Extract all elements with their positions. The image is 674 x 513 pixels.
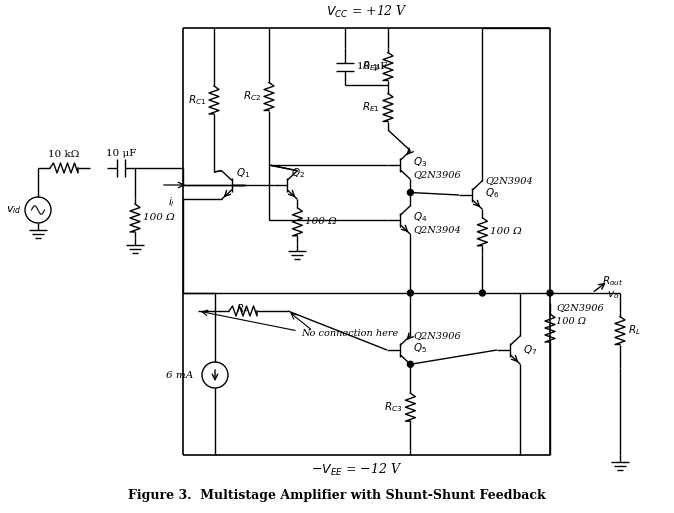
Text: $Q_3$: $Q_3$ xyxy=(413,155,427,169)
Text: $Q_1$: $Q_1$ xyxy=(236,166,250,180)
Text: $Q_7$: $Q_7$ xyxy=(524,343,538,357)
Text: $R_{C3}$: $R_{C3}$ xyxy=(384,400,402,414)
Text: $v_o$: $v_o$ xyxy=(607,289,619,301)
Text: $R_{out}$: $R_{out}$ xyxy=(602,274,623,288)
Text: Q2N3906: Q2N3906 xyxy=(413,170,461,180)
Text: $Q_6$: $Q_6$ xyxy=(485,186,499,200)
Circle shape xyxy=(547,290,553,296)
Text: 100 Ω: 100 Ω xyxy=(305,218,337,226)
Text: 10 μF: 10 μF xyxy=(357,62,388,71)
Text: 10 kΩ: 10 kΩ xyxy=(49,150,80,159)
Circle shape xyxy=(479,290,485,296)
Text: $R_L$: $R_L$ xyxy=(628,324,641,338)
Text: $Q_4$: $Q_4$ xyxy=(413,210,428,224)
Text: $V_{CC}$ = +12 V: $V_{CC}$ = +12 V xyxy=(326,4,408,20)
Text: $-V_{EE}$ = −12 V: $-V_{EE}$ = −12 V xyxy=(311,462,402,478)
Text: 100 Ω: 100 Ω xyxy=(491,227,522,236)
Text: No connection here: No connection here xyxy=(301,328,398,338)
Text: $R_F$: $R_F$ xyxy=(237,302,250,316)
Text: Q2N3904: Q2N3904 xyxy=(485,176,533,186)
Text: $Q_2$: $Q_2$ xyxy=(291,166,305,180)
Text: $R_{E1}$: $R_{E1}$ xyxy=(362,101,380,114)
Circle shape xyxy=(407,290,413,296)
Circle shape xyxy=(407,189,413,195)
Text: 100 Ω: 100 Ω xyxy=(556,317,586,326)
Text: Q2N3906: Q2N3906 xyxy=(413,331,461,341)
Circle shape xyxy=(407,361,413,367)
Text: 6 mA: 6 mA xyxy=(166,370,193,380)
Text: $v_{id}$: $v_{id}$ xyxy=(6,204,22,216)
Text: $R_{E2}$: $R_{E2}$ xyxy=(363,60,380,73)
Text: Q2N3906: Q2N3906 xyxy=(556,304,604,312)
Text: $R_{C1}$: $R_{C1}$ xyxy=(188,93,206,107)
Text: 100 Ω: 100 Ω xyxy=(143,213,175,223)
Text: $Q_5$: $Q_5$ xyxy=(413,341,427,355)
Text: 10 μF: 10 μF xyxy=(106,149,136,158)
Text: Figure 3.  Multistage Amplifier with Shunt-Shunt Feedback: Figure 3. Multistage Amplifier with Shun… xyxy=(128,488,546,502)
Text: $R_{C2}$: $R_{C2}$ xyxy=(243,90,261,104)
Text: Q2N3904: Q2N3904 xyxy=(413,226,461,234)
Text: $i_i$: $i_i$ xyxy=(168,195,175,209)
